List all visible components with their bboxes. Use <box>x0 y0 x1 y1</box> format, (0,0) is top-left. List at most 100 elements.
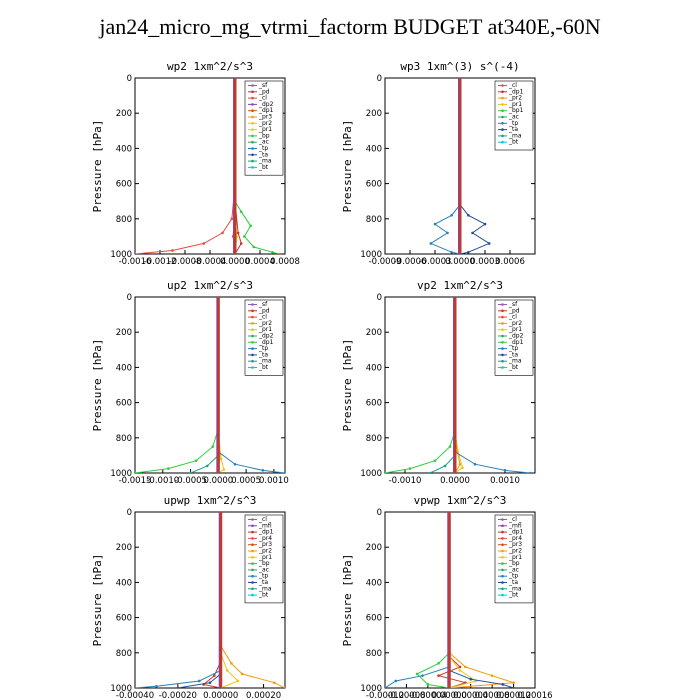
legend: _sf_pd_cl_dp2_dp1_pr3_pr2_pr1_bp_ac_tp_t… <box>244 80 284 176</box>
y-tick-label: 1000 <box>360 469 382 479</box>
legend-marker <box>251 103 254 106</box>
legend-entry: _dp1 <box>258 107 274 114</box>
legend-entry: _pr2 <box>508 320 522 327</box>
legend-marker <box>251 159 254 163</box>
legend-marker <box>251 587 254 591</box>
y-axis-label: Pressure [hPa] <box>341 120 354 213</box>
x-tick-label: -0.0006 <box>394 257 427 267</box>
legend-entry: _cl <box>258 95 267 102</box>
legend-marker <box>501 96 504 100</box>
legend-entry: _pd <box>258 307 270 314</box>
data-point <box>450 213 453 217</box>
legend: _cl_mfl_dp1_pr4_pr3_pr2_pr1_bp_ac_tp_ta_… <box>494 514 534 604</box>
x-tick-label: 0.0010 <box>490 476 520 486</box>
x-tick-label: 0.00016 <box>517 691 552 700</box>
legend-entry: _bp <box>258 132 270 139</box>
legend-entry: _ta <box>508 579 518 586</box>
legend-entry: _pr1 <box>258 326 272 333</box>
legend-marker <box>251 353 254 357</box>
legend-entry: _cl <box>508 314 517 321</box>
y-tick-label: 400 <box>366 363 382 373</box>
legend-marker <box>501 581 504 584</box>
legend-marker <box>251 562 254 565</box>
legend-entry: _tp <box>258 573 268 580</box>
data-point <box>467 250 470 254</box>
legend-marker <box>501 587 504 591</box>
legend-entry: _bt <box>508 592 519 599</box>
legend-entry: _ma <box>508 585 522 592</box>
data-point <box>272 681 276 685</box>
data-point <box>429 242 433 245</box>
legend-marker <box>251 96 254 100</box>
legend-marker <box>501 347 504 350</box>
y-tick-label: 600 <box>116 614 132 624</box>
legend-entry: _tp <box>508 120 518 127</box>
legend-entry: _ac <box>258 139 269 146</box>
legend-entry: _pr2 <box>258 320 272 327</box>
y-tick-label: 0 <box>127 508 132 518</box>
data-point <box>473 462 477 466</box>
series-line-pr1 <box>220 512 239 688</box>
x-tick-label: 0.0006 <box>495 257 525 267</box>
chart-vp2: vp2 1xm^2/s^3 Pressure [hPa] 0 200 400 600 800… <box>341 279 536 486</box>
legend-marker <box>251 334 254 338</box>
y-tick-label: 200 <box>116 543 132 553</box>
data-point <box>433 222 437 226</box>
legend-marker <box>501 328 504 331</box>
x-tick-label: 0.0010 <box>259 476 289 486</box>
x-tick-label: 0.00008 <box>475 691 510 700</box>
legend-entry: _dp1 <box>508 339 524 346</box>
y-tick-label: 600 <box>116 399 132 409</box>
x-tick-label: 0.00012 <box>496 691 531 700</box>
legend-marker <box>251 303 254 306</box>
y-tick-label: 1000 <box>110 250 132 260</box>
x-tick-label: -0.0010 <box>146 476 179 486</box>
legend-marker <box>501 122 504 125</box>
legend-marker <box>501 568 504 572</box>
legend-marker <box>251 140 254 144</box>
data-point <box>458 665 462 669</box>
plot-frame <box>384 511 536 689</box>
legend-marker <box>251 359 254 363</box>
y-tick-label: 600 <box>366 614 382 624</box>
data-point <box>421 674 424 677</box>
data-point <box>219 457 223 461</box>
y-tick-label: 800 <box>116 215 132 225</box>
legend-marker <box>501 543 504 546</box>
data-point <box>469 677 473 681</box>
legend-marker <box>251 366 254 369</box>
legend-marker <box>501 562 504 565</box>
y-tick-label: 400 <box>116 144 132 154</box>
panel-title: wp3 1xm^(3) s^(-4) <box>400 60 519 73</box>
data-point <box>233 462 237 466</box>
legend-entry: _sf <box>508 301 518 308</box>
y-axis-label: Pressure [hPa] <box>91 120 104 213</box>
legend-entry: _pr2 <box>508 95 522 102</box>
y-axis-label: Pressure [hPa] <box>341 339 354 432</box>
page-title: jan24_micro_mg_vtrmi_factorm BUDGET at34… <box>99 14 601 39</box>
legend-entry: _pr1 <box>508 326 522 333</box>
x-tick-label: -0.00020 <box>159 691 197 700</box>
x-tick-label: 0.0008 <box>270 257 300 267</box>
legend-marker <box>251 322 254 325</box>
plot-frame <box>384 296 536 474</box>
legend-marker <box>501 322 504 325</box>
legend-entry: _bt <box>258 164 269 171</box>
legend-entry: _bt <box>258 364 269 371</box>
x-tick-label: -0.00040 <box>116 691 154 700</box>
legend-entry: _pr4 <box>508 535 522 542</box>
legend-entry: _bp <box>508 560 520 567</box>
legend-marker <box>251 593 254 597</box>
legend-marker <box>501 530 504 534</box>
series-line-ma <box>190 297 219 473</box>
legend-marker <box>501 556 504 559</box>
data-point <box>240 672 244 676</box>
data-point <box>243 235 246 238</box>
legend-marker <box>251 166 254 169</box>
data-point <box>171 249 174 252</box>
panel-title: vp2 1xm^2/s^3 <box>417 279 503 292</box>
legend-entry: _dp2 <box>258 101 274 108</box>
data-point <box>450 250 453 254</box>
legend-entry: _cl <box>258 314 267 321</box>
legend-marker <box>251 147 254 150</box>
